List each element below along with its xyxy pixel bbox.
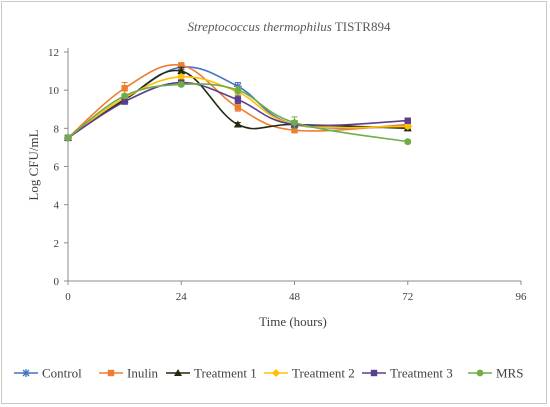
x-tick-label: 0 [65,291,71,303]
data-point [177,72,186,81]
series-line [67,81,408,139]
x-tick-label: 96 [516,291,528,303]
series-line [67,64,408,139]
legend-label: Treatment 2 [292,366,355,381]
data-point [121,98,128,105]
y-tick-label: 12 [48,47,59,59]
legend-label: Treatment 3 [390,366,453,381]
data-point [234,96,242,103]
legend-marker [22,369,30,377]
data-point [121,92,129,100]
data-point [404,117,411,124]
data-point [234,104,242,111]
data-point [234,86,242,94]
series-mrs [64,81,412,146]
legend-item-treatment-3: Treatment 3 [362,366,453,381]
x-tick-label: 72 [402,291,413,303]
x-tick-label: 48 [289,291,301,303]
data-point [177,81,185,88]
legend-marker [272,369,280,377]
legend-label: Control [42,366,82,381]
legend-item-treatment-1: Treatment 1 [166,366,257,381]
legend-marker [174,369,182,376]
series-line [67,83,408,143]
legend-marker [476,369,484,377]
x-axis-label: Time (hours) [259,314,327,329]
legend-marker [370,369,378,377]
legend: Control Inulin Treatment 1 Treatment 2 Treat… [14,366,523,381]
legend-item-mrs: MRS [468,366,523,381]
legend-marker [107,369,115,377]
y-tick-label: 4 [54,200,60,212]
legend-item-control: Control [14,366,82,381]
y-axis-label: Log CFU/mL [26,129,41,200]
data-point [121,85,128,92]
chart-title: Streptococcus thermophilus TISTR894 [188,19,391,34]
data-point [64,134,72,142]
legend-item-inulin: Inulin [99,366,159,381]
data-point [178,62,185,69]
y-tick-label: 8 [54,123,60,135]
y-tick-label: 10 [48,85,60,97]
legend-item-treatment-2: Treatment 2 [264,366,355,381]
plot-area [64,62,412,146]
x-tick-label: 24 [176,291,188,303]
y-tick-label: 0 [54,276,60,288]
chart-title-italic: Streptococcus thermophilus [188,19,332,34]
data-point [404,138,412,146]
legend-label: Treatment 1 [194,366,257,381]
data-point [291,127,298,134]
data-point [233,120,242,128]
legend-label: MRS [496,366,523,381]
legend-label: Inulin [127,366,159,381]
y-tick-label: 6 [54,162,60,174]
y-tick-label: 2 [54,238,60,250]
data-point [177,67,186,75]
series-line [67,76,408,139]
data-point [403,122,412,131]
data-point [291,119,298,127]
chart-title-rest: TISTR894 [332,19,391,34]
